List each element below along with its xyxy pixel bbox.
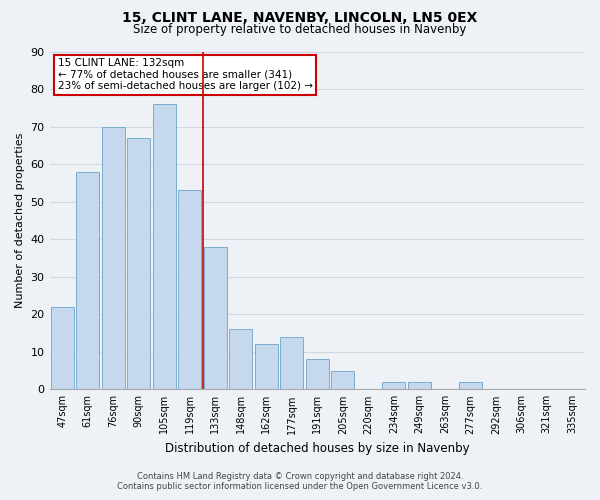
Bar: [459, 382, 482, 390]
Bar: [382, 382, 405, 390]
Bar: [229, 330, 252, 390]
Text: 15 CLINT LANE: 132sqm
← 77% of detached houses are smaller (341)
23% of semi-det: 15 CLINT LANE: 132sqm ← 77% of detached …: [58, 58, 313, 92]
Y-axis label: Number of detached properties: Number of detached properties: [15, 132, 25, 308]
Text: 15, CLINT LANE, NAVENBY, LINCOLN, LN5 0EX: 15, CLINT LANE, NAVENBY, LINCOLN, LN5 0E…: [122, 12, 478, 26]
Bar: [255, 344, 278, 390]
Bar: [178, 190, 201, 390]
Bar: [408, 382, 431, 390]
Text: Size of property relative to detached houses in Navenby: Size of property relative to detached ho…: [133, 22, 467, 36]
Bar: [331, 370, 354, 390]
X-axis label: Distribution of detached houses by size in Navenby: Distribution of detached houses by size …: [165, 442, 470, 455]
Bar: [204, 246, 227, 390]
Text: Contains HM Land Registry data © Crown copyright and database right 2024.
Contai: Contains HM Land Registry data © Crown c…: [118, 472, 482, 491]
Bar: [280, 337, 303, 390]
Bar: [76, 172, 99, 390]
Bar: [51, 306, 74, 390]
Bar: [102, 126, 125, 390]
Bar: [127, 138, 150, 390]
Bar: [153, 104, 176, 390]
Bar: [306, 360, 329, 390]
